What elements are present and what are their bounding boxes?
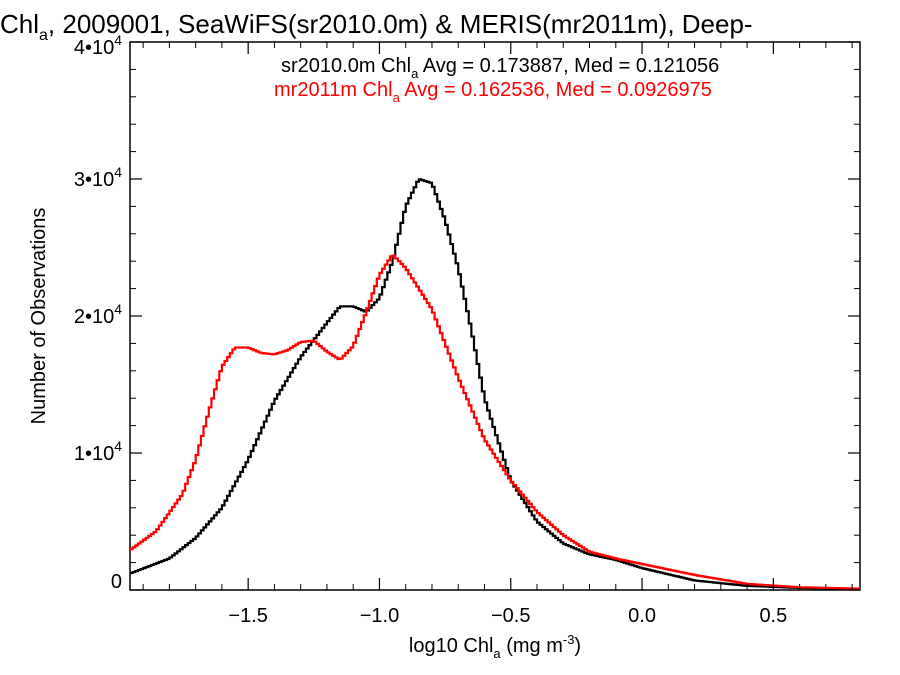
- plot-frame: [129, 41, 861, 591]
- x-tick-label: −1.5: [228, 605, 267, 627]
- tick-layer: −1.5 −1.0 −0.5 0.0 0.5 0 1•104 2•104 3•104 4•104: [74, 32, 860, 627]
- series-line-mr2011m: [130, 254, 860, 590]
- x-tick-label: 0.5: [759, 605, 787, 627]
- legend-entry-mr2011: mr2011m Chla Avg = 0.162536, Med = 0.092…: [274, 79, 712, 105]
- y-tick-label: 2•104: [74, 301, 122, 328]
- y-axis-label: Number of Observations: [28, 208, 50, 425]
- legend-entry-sr2010: sr2010.0m Chla Avg = 0.173887, Med = 0.1…: [281, 55, 719, 81]
- x-tick-label: −0.5: [491, 605, 530, 627]
- series-line-sr2010.0m: [130, 178, 860, 590]
- x-tick-label: 0.0: [628, 605, 656, 627]
- chart-title: Chla, 2009001, SeaWiFS(sr2010.0m) & MERI…: [0, 9, 753, 44]
- x-tick-label: −1.0: [360, 605, 399, 627]
- y-tick-label: 3•104: [74, 164, 122, 191]
- x-axis-label: log10 Chla (mg m-3): [409, 632, 581, 661]
- y-tick-label: 1•104: [74, 438, 122, 465]
- y-tick-label: 4•104: [74, 32, 122, 59]
- y-tick-label: 0: [111, 571, 122, 593]
- series-layer: [130, 178, 860, 590]
